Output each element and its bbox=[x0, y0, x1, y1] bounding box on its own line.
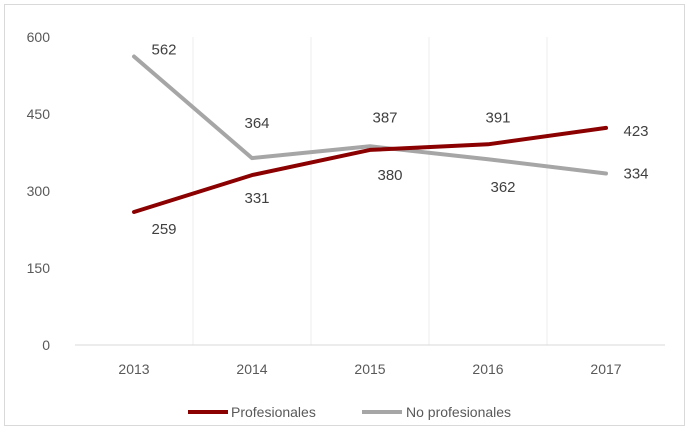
series-line-profesionales bbox=[132, 125, 608, 214]
data-label-profesionales: 423 bbox=[623, 123, 648, 140]
series-lines bbox=[132, 54, 608, 214]
data-label-profesionales: 331 bbox=[244, 190, 269, 207]
data-label-profesionales: 259 bbox=[151, 221, 176, 238]
data-label-no-profesionales: 364 bbox=[244, 115, 269, 132]
y-tick-label: 450 bbox=[27, 106, 51, 122]
x-tick-label: 2016 bbox=[472, 361, 503, 377]
data-label-no-profesionales: 334 bbox=[623, 166, 648, 183]
x-tick-label: 2013 bbox=[118, 361, 149, 377]
x-tick-label: 2015 bbox=[354, 361, 385, 377]
x-axis-ticks: 2013 2014 2015 2016 2017 bbox=[118, 361, 621, 377]
y-tick-label: 600 bbox=[27, 29, 51, 45]
chart-frame bbox=[4, 4, 685, 426]
x-tick-label: 2014 bbox=[236, 361, 267, 377]
legend: Profesionales No profesionales bbox=[188, 404, 511, 420]
series-line-no-profesionales bbox=[132, 54, 608, 176]
legend-label-no-profesionales: No profesionales bbox=[406, 404, 511, 420]
data-label-no-profesionales: 387 bbox=[372, 109, 397, 126]
x-tick-label: 2017 bbox=[590, 361, 621, 377]
data-label-no-profesionales: 562 bbox=[151, 42, 176, 59]
data-label-profesionales: 380 bbox=[377, 167, 402, 184]
gridlines bbox=[192, 37, 548, 345]
legend-label-profesionales: Profesionales bbox=[231, 404, 316, 420]
y-tick-label: 0 bbox=[42, 337, 50, 353]
y-tick-label: 300 bbox=[27, 183, 51, 199]
y-tick-label: 150 bbox=[27, 260, 51, 276]
data-label-profesionales: 391 bbox=[485, 109, 510, 126]
data-label-no-profesionales: 362 bbox=[490, 179, 515, 196]
y-axis-ticks: 0 150 300 450 600 bbox=[27, 29, 51, 353]
data-labels: 259 331 380 391 423 562 364 387 362 334 bbox=[151, 42, 648, 239]
